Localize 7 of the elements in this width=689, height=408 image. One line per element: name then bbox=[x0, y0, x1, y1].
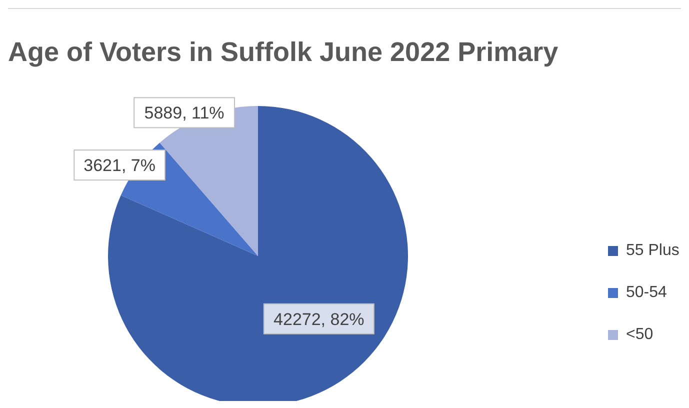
legend-label: 50-54 bbox=[626, 284, 667, 302]
legend-label: <50 bbox=[626, 326, 654, 344]
chart-title: Age of Voters in Suffolk June 2022 Primary bbox=[8, 37, 558, 68]
data-label: 5889, 11% bbox=[144, 104, 224, 123]
data-label: 3621, 7% bbox=[84, 156, 156, 176]
data-label: 42272, 82% bbox=[274, 310, 364, 329]
legend-label: 55 Plus bbox=[626, 242, 680, 260]
